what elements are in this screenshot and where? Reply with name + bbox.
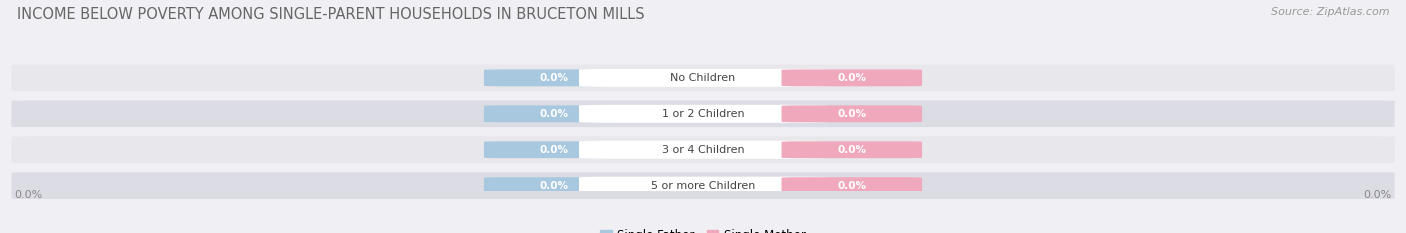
Legend: Single Father, Single Mother: Single Father, Single Mother xyxy=(600,229,806,233)
Text: Source: ZipAtlas.com: Source: ZipAtlas.com xyxy=(1271,7,1389,17)
FancyBboxPatch shape xyxy=(11,65,1395,91)
Text: 0.0%: 0.0% xyxy=(838,109,866,119)
Text: 5 or more Children: 5 or more Children xyxy=(651,181,755,191)
Text: No Children: No Children xyxy=(671,73,735,83)
Text: 0.0%: 0.0% xyxy=(838,73,866,83)
FancyBboxPatch shape xyxy=(579,69,827,87)
Text: 3 or 4 Children: 3 or 4 Children xyxy=(662,145,744,155)
Text: 0.0%: 0.0% xyxy=(540,181,568,191)
Text: 0.0%: 0.0% xyxy=(838,181,866,191)
FancyBboxPatch shape xyxy=(579,105,827,123)
Text: INCOME BELOW POVERTY AMONG SINGLE-PARENT HOUSEHOLDS IN BRUCETON MILLS: INCOME BELOW POVERTY AMONG SINGLE-PARENT… xyxy=(17,7,644,22)
Text: 0.0%: 0.0% xyxy=(540,73,568,83)
Text: 1 or 2 Children: 1 or 2 Children xyxy=(662,109,744,119)
Text: 0.0%: 0.0% xyxy=(838,145,866,155)
FancyBboxPatch shape xyxy=(484,177,624,194)
FancyBboxPatch shape xyxy=(11,100,1395,127)
Text: 0.0%: 0.0% xyxy=(14,190,42,200)
Text: 0.0%: 0.0% xyxy=(1364,190,1392,200)
FancyBboxPatch shape xyxy=(484,141,624,158)
FancyBboxPatch shape xyxy=(579,141,827,159)
FancyBboxPatch shape xyxy=(484,69,624,86)
FancyBboxPatch shape xyxy=(782,69,922,86)
FancyBboxPatch shape xyxy=(782,177,922,194)
FancyBboxPatch shape xyxy=(782,141,922,158)
FancyBboxPatch shape xyxy=(579,177,827,195)
FancyBboxPatch shape xyxy=(11,136,1395,163)
FancyBboxPatch shape xyxy=(11,172,1395,199)
FancyBboxPatch shape xyxy=(782,105,922,122)
FancyBboxPatch shape xyxy=(484,105,624,122)
Text: 0.0%: 0.0% xyxy=(540,145,568,155)
Text: 0.0%: 0.0% xyxy=(540,109,568,119)
